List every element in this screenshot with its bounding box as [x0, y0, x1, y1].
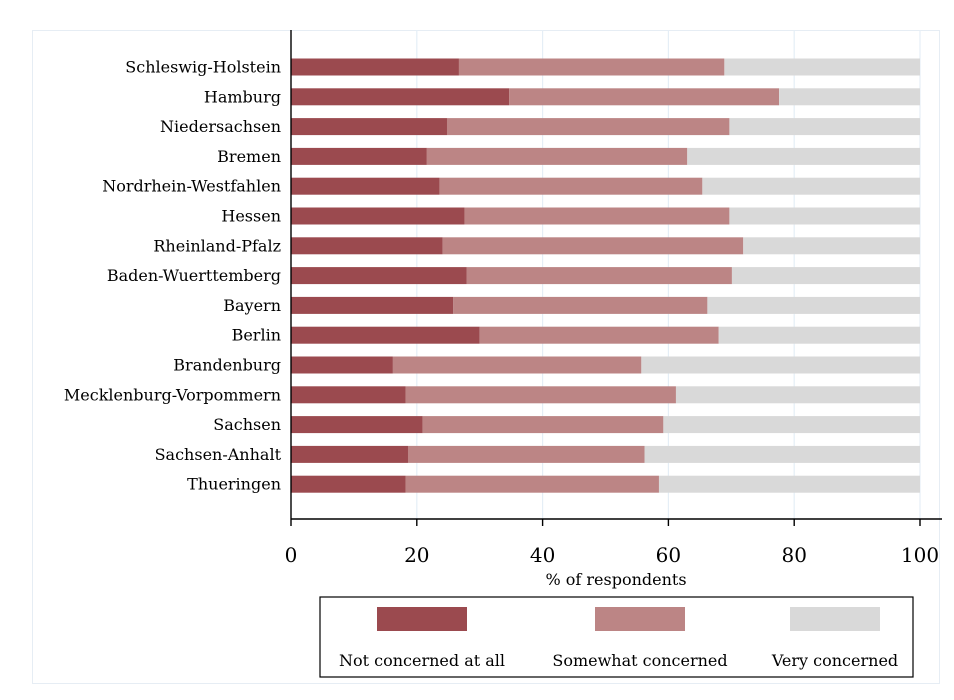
- legend: Not concerned at all Somewhat concerned Ve…: [319, 596, 914, 678]
- bar-segment-1-4: [291, 147, 427, 165]
- bar-segment-3-9: [707, 296, 920, 314]
- bar-segment-3-4: [687, 147, 920, 165]
- x-tick-label: 20: [404, 543, 429, 567]
- bar-segment-1-2: [291, 88, 510, 106]
- legend-swatch-1: [377, 607, 467, 631]
- legend-swatch-2: [595, 607, 685, 631]
- category-labels: Schleswig-Holstein Hamburg Niedersachsen Br…: [64, 58, 282, 494]
- category-label: Berlin: [232, 326, 281, 345]
- bar-segment-2-7: [442, 237, 744, 255]
- bar-segment-1-3: [291, 118, 447, 136]
- bar-segment-1-15: [291, 475, 406, 493]
- x-ticks: 0 20 40 60 80 100: [285, 519, 939, 567]
- bar-segment-3-7: [743, 237, 920, 255]
- bar-segment-2-1: [458, 58, 725, 76]
- legend-label-2: Somewhat concerned: [552, 651, 727, 670]
- bar-segment-1-8: [291, 267, 467, 285]
- x-tick-label: 60: [656, 543, 681, 567]
- legend-label-1: Not concerned at all: [339, 651, 505, 670]
- legend-swatch-3: [790, 607, 880, 631]
- category-label: Thueringen: [187, 475, 281, 494]
- bar-segment-1-14: [291, 445, 408, 463]
- bar-segment-3-6: [729, 207, 920, 225]
- category-label: Hamburg: [204, 87, 281, 106]
- bar-segment-1-7: [291, 237, 443, 255]
- x-tick-label: 80: [781, 543, 806, 567]
- bar-segment-1-12: [291, 386, 406, 404]
- bar-segment-1-11: [291, 356, 393, 374]
- bar-segment-2-5: [439, 177, 703, 195]
- bar-segment-2-15: [405, 475, 659, 493]
- category-label: Rheinland-Pfalz: [153, 236, 281, 255]
- category-label: Sachsen: [213, 415, 281, 434]
- bar-segment-2-8: [466, 267, 732, 285]
- bar-segment-3-3: [729, 118, 920, 136]
- bar-segment-2-9: [453, 296, 708, 314]
- bar-segment-3-5: [702, 177, 920, 195]
- bar-segment-1-9: [291, 296, 454, 314]
- category-label: Bremen: [217, 147, 281, 166]
- bar-segment-2-13: [422, 416, 664, 434]
- bar-segment-1-10: [291, 326, 480, 344]
- bar-segment-3-1: [724, 58, 920, 76]
- bar-segment-2-6: [464, 207, 730, 225]
- x-axis-title: % of respondents: [545, 570, 686, 589]
- bar-segment-2-11: [392, 356, 642, 374]
- category-label: Niedersachsen: [160, 117, 281, 136]
- x-tick-label: 100: [901, 543, 939, 567]
- category-label: Sachsen-Anhalt: [155, 445, 282, 464]
- bar-segment-3-8: [731, 267, 920, 285]
- category-label: Mecklenburg-Vorpommern: [64, 385, 281, 404]
- category-label: Baden-Wuerttemberg: [107, 266, 281, 285]
- category-label: Brandenburg: [173, 356, 281, 375]
- bar-segment-2-2: [509, 88, 780, 106]
- category-label: Hessen: [221, 207, 281, 226]
- bar-segment-3-2: [779, 88, 920, 106]
- bar-segment-1-13: [291, 416, 423, 434]
- x-tick-label: 40: [530, 543, 555, 567]
- category-label: Schleswig-Holstein: [125, 58, 281, 77]
- chart-frame: [32, 30, 940, 684]
- bar-segment-3-10: [718, 326, 920, 344]
- bar-segment-1-6: [291, 207, 465, 225]
- x-tick-label: 0: [285, 543, 298, 567]
- bar-segment-3-12: [675, 386, 920, 404]
- bar-segment-2-4: [426, 147, 688, 165]
- bars: [291, 58, 920, 493]
- axes: [290, 30, 942, 520]
- bar-segment-2-3: [446, 118, 730, 136]
- bar-segment-1-1: [291, 58, 459, 76]
- bar-segment-3-13: [663, 416, 920, 434]
- bar-segment-2-10: [479, 326, 719, 344]
- category-label: Nordrhein-Westfahlen: [102, 177, 281, 196]
- bar-segment-2-12: [405, 386, 676, 404]
- bar-segment-3-15: [658, 475, 920, 493]
- bar-segment-3-14: [644, 445, 920, 463]
- bar-segment-1-5: [291, 177, 440, 195]
- bar-segment-2-14: [407, 445, 645, 463]
- bar-segment-3-11: [641, 356, 920, 374]
- category-label: Bayern: [223, 296, 281, 315]
- legend-label-3: Very concerned: [771, 651, 898, 670]
